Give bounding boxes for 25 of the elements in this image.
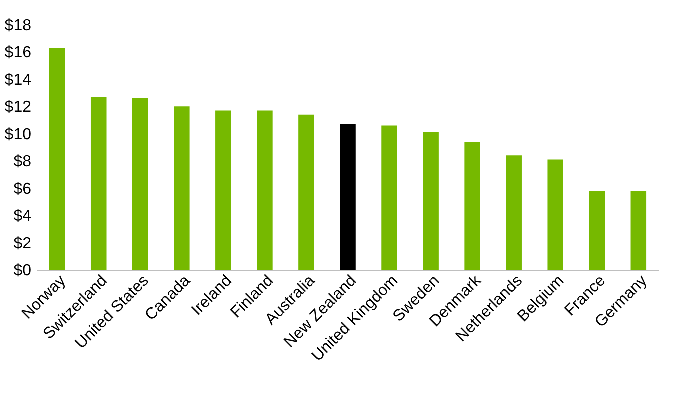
bar: [382, 126, 398, 270]
bar: [464, 142, 480, 270]
bar: [298, 114, 314, 270]
bar: [630, 191, 647, 270]
bar: [506, 156, 522, 270]
y-tick-label: $14: [4, 72, 32, 89]
y-tick-label: $6: [14, 180, 32, 198]
bar: [548, 160, 564, 270]
bar: [340, 124, 356, 270]
bar: [589, 191, 606, 270]
bar: [216, 110, 232, 270]
bar: [90, 97, 107, 270]
bar: [257, 110, 273, 270]
y-tick-label: $2: [14, 235, 32, 252]
y-tick-label: $16: [4, 44, 32, 62]
bar: [49, 48, 66, 270]
y-tick-label: $18: [4, 18, 32, 34]
y-tick-label: $4: [14, 208, 32, 226]
bar: [174, 106, 190, 270]
y-tick-label: $0: [14, 262, 32, 280]
y-tick-label: $12: [4, 99, 32, 116]
y-tick-label: $10: [4, 126, 32, 144]
bar: [132, 98, 148, 270]
y-tick-label: $8: [14, 154, 32, 171]
bar: [423, 132, 439, 270]
